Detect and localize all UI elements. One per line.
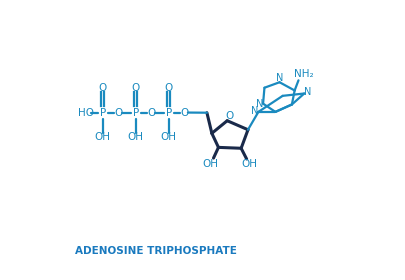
Text: OH: OH: [202, 158, 218, 169]
Text: N: N: [250, 106, 258, 116]
Text: O: O: [114, 108, 122, 118]
Text: OH: OH: [241, 160, 257, 169]
Text: O: O: [147, 108, 155, 118]
Text: O: O: [98, 83, 107, 94]
Text: N: N: [304, 87, 311, 97]
Text: OH: OH: [95, 132, 111, 142]
Text: OH: OH: [128, 132, 143, 142]
Text: P: P: [132, 108, 139, 118]
Text: P: P: [165, 108, 171, 118]
Text: ADENOSINE TRIPHOSPHATE: ADENOSINE TRIPHOSPHATE: [75, 246, 237, 256]
Text: OH: OH: [160, 132, 176, 142]
Text: HO: HO: [78, 108, 94, 118]
Text: O: O: [164, 83, 173, 94]
Text: P: P: [100, 108, 106, 118]
Text: N: N: [276, 73, 283, 83]
Text: O: O: [131, 83, 140, 94]
Text: NH₂: NH₂: [294, 69, 313, 79]
Text: O: O: [224, 111, 233, 121]
Text: O: O: [180, 108, 188, 118]
Text: N: N: [255, 99, 262, 109]
